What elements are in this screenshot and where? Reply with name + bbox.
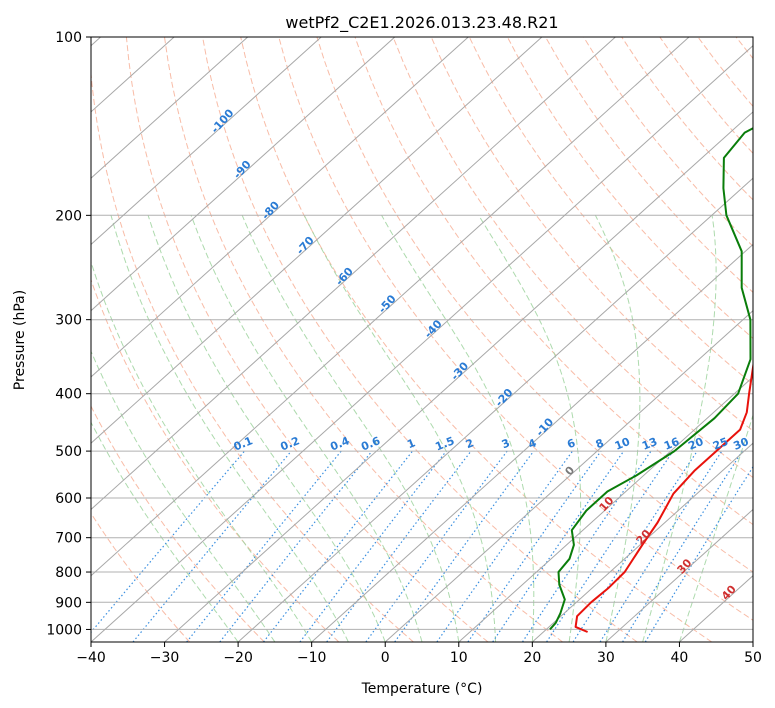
- isotherm-gridline: [458, 376, 753, 642]
- mixing-ratio-label: 3: [500, 436, 512, 451]
- moist-adiabat-line: [91, 421, 239, 642]
- mixing-ratio-label: 8: [594, 436, 606, 451]
- plot-area: [91, 37, 753, 642]
- dry-adiabat-line: [125, 37, 489, 642]
- y-tick-label: 200: [55, 208, 82, 224]
- moist-adiabat-line: [678, 413, 753, 642]
- mixing-ratio-label: 13: [640, 435, 659, 453]
- moist-adiabat-line: [241, 215, 460, 642]
- mixing-ratio-label: 1: [405, 436, 417, 451]
- mixing-ratio-line: [219, 450, 373, 642]
- isotherm-gridline: [237, 177, 753, 642]
- y-tick-label: 600: [55, 491, 82, 507]
- dry-adiabat-line: [278, 37, 753, 621]
- y-axis-label: Pressure (hPa): [12, 290, 28, 390]
- mixing-ratio-line: [91, 450, 245, 634]
- mixing-ratio-line: [186, 450, 342, 642]
- isotherm-gridline: [91, 37, 616, 511]
- plot-frame: [90, 36, 754, 643]
- isotherm-gridlines: [91, 37, 753, 642]
- x-tick-label: 0: [381, 650, 390, 666]
- isotherm-gridline: [91, 37, 543, 444]
- mixing-ratio-line: [644, 465, 753, 642]
- isotherm-gridline: [384, 310, 753, 642]
- y-tick-label: 100: [55, 30, 82, 46]
- dry-adiabat-line: [354, 37, 753, 526]
- mixing-ratio-line: [132, 450, 292, 642]
- x-axis-label: Temperature (°C): [361, 681, 483, 697]
- mixing-ratio-label: 2: [464, 436, 476, 451]
- x-axis-ticks: −40 −30 −20 −10 0 10 20 30 40 50: [76, 642, 762, 666]
- y-tick-label: 700: [55, 531, 82, 547]
- isotherm-gridline: [311, 243, 753, 642]
- isotherm-gridline: [605, 508, 753, 642]
- y-tick-label: 800: [55, 565, 82, 581]
- moist-adiabat-line: [190, 215, 423, 642]
- isotherm-gridline: [91, 44, 753, 642]
- isotherm-gridline: [91, 37, 469, 378]
- sounding-series: [549, 127, 753, 633]
- mixing-ratio-line: [436, 450, 573, 642]
- mixing-ratio-lines: [91, 450, 753, 642]
- x-tick-label: 40: [671, 650, 689, 666]
- pressure-gridlines: [91, 37, 753, 630]
- mixing-ratio-line: [467, 450, 602, 642]
- moist-adiabat-line: [147, 215, 386, 642]
- mixing-ratio-label: 16: [662, 435, 681, 453]
- plot-clip-group: [91, 37, 753, 642]
- mixing-ratio-label: 10: [613, 435, 632, 453]
- moist-adiabat-line: [110, 215, 349, 642]
- x-tick-label: 30: [597, 650, 615, 666]
- isotherm-gridline: [91, 37, 690, 577]
- x-tick-label: −10: [297, 650, 327, 666]
- isotherm-gridline: [91, 37, 396, 312]
- dry-adiabat-line: [392, 37, 753, 479]
- isotherm-gridline: [91, 37, 322, 246]
- isotherm-gridline: [91, 37, 249, 179]
- moist-adiabat-line: [91, 350, 276, 642]
- mixing-ratio-line: [572, 450, 698, 642]
- y-tick-label: 500: [55, 444, 82, 460]
- x-tick-label: 20: [523, 650, 541, 666]
- chart-title: wetPf2_C2E1.2026.013.23.48.R21: [285, 13, 558, 33]
- mixing-ratio-label: 25: [711, 435, 730, 453]
- moist-adiabat-line: [594, 215, 641, 642]
- y-tick-label: 1000: [46, 622, 82, 638]
- dry-adiabat-line: [164, 37, 563, 642]
- mixing-ratio-line: [365, 450, 508, 642]
- y-tick-label: 300: [55, 313, 82, 329]
- mixing-ratio-line: [326, 450, 472, 642]
- moist-adiabat-line: [381, 215, 535, 642]
- dry-adiabat-line: [430, 37, 753, 432]
- mixing-ratio-label: 20: [686, 435, 705, 453]
- y-axis-ticks: 100 200 300 400 500 600 700 800 900 1000: [46, 30, 91, 638]
- dry-adiabat-line: [468, 37, 753, 386]
- mixing-ratio-line: [599, 450, 723, 642]
- mixing-ratio-line: [299, 450, 447, 642]
- y-tick-label: 900: [55, 595, 82, 611]
- x-tick-label: −20: [223, 650, 253, 666]
- x-tick-label: 50: [744, 650, 762, 666]
- dry-adiabat-line: [91, 405, 265, 642]
- isotherm-gridline: [164, 111, 753, 642]
- temperature-profile-line: [574, 360, 753, 633]
- x-tick-label: −30: [150, 650, 180, 666]
- mixing-ratio-line: [521, 450, 652, 642]
- mixing-ratio-line: [546, 450, 674, 642]
- x-tick-label: −40: [76, 650, 106, 666]
- y-tick-label: 400: [55, 387, 82, 403]
- x-tick-label: 10: [450, 650, 468, 666]
- mixing-ratio-label: 30: [732, 435, 751, 453]
- moist-adiabat-line: [91, 260, 313, 642]
- moist-adiabat-line: [642, 215, 717, 642]
- mixing-ratio-line: [492, 450, 625, 642]
- dry-adiabat-line: [91, 512, 191, 642]
- dewpoint-profile-line: [549, 127, 753, 631]
